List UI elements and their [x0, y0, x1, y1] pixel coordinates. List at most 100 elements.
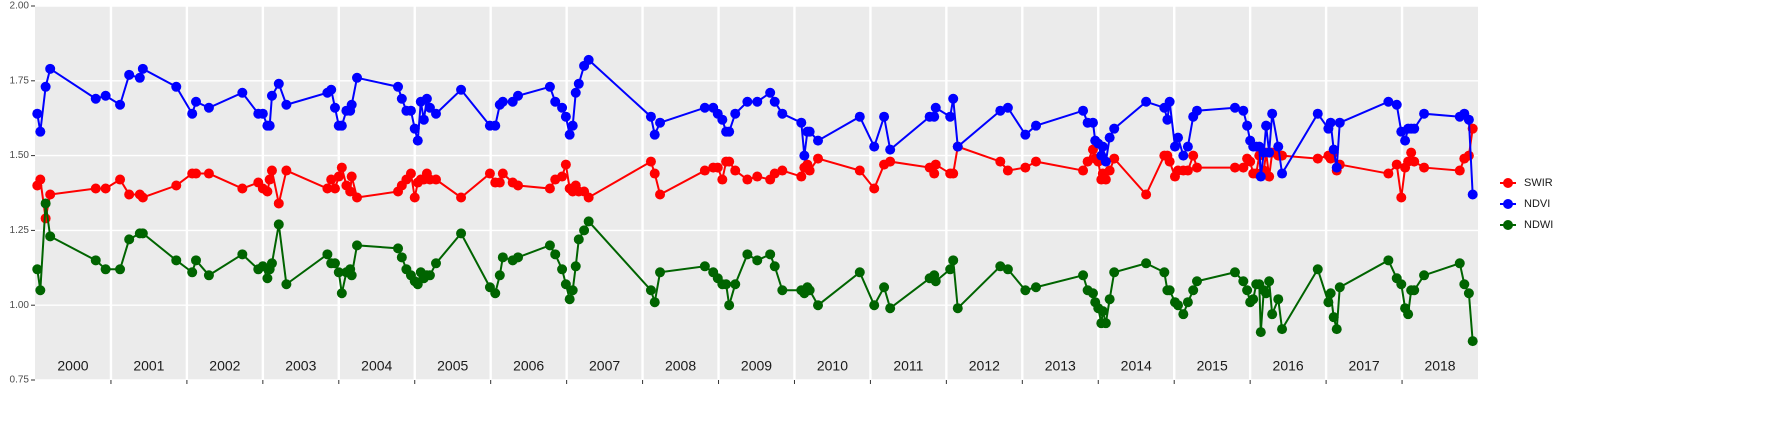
point: [769, 261, 780, 272]
point: [35, 285, 46, 296]
point: [1391, 159, 1402, 170]
y-tick-label: 1.25: [10, 225, 30, 236]
point: [1409, 285, 1420, 296]
point: [557, 264, 568, 275]
point: [456, 84, 467, 95]
point: [1383, 96, 1394, 107]
point: [90, 93, 101, 104]
point: [281, 99, 292, 110]
point: [187, 267, 198, 278]
point: [777, 285, 788, 296]
point: [550, 96, 561, 107]
point: [929, 168, 940, 179]
point: [191, 255, 202, 266]
x-tick-label: 2007: [589, 358, 620, 374]
point: [264, 174, 275, 185]
point: [1264, 147, 1275, 158]
point: [730, 279, 741, 290]
x-tick-label: 2005: [437, 358, 468, 374]
point: [995, 105, 1006, 116]
point: [171, 255, 182, 266]
legend-swatch: [1503, 199, 1513, 209]
point: [333, 171, 344, 182]
x-tick-label: 2018: [1424, 358, 1455, 374]
x-tick-label: 2003: [285, 358, 316, 374]
point: [393, 81, 404, 92]
point: [1273, 294, 1284, 305]
point: [930, 102, 941, 113]
point: [1396, 192, 1407, 203]
point: [273, 219, 284, 230]
point: [1082, 156, 1093, 167]
point: [405, 168, 416, 179]
point: [393, 243, 404, 254]
point: [655, 117, 666, 128]
legend-swatch: [1503, 178, 1513, 188]
point: [322, 249, 333, 260]
point: [1020, 129, 1031, 140]
point: [1383, 168, 1394, 179]
point: [124, 234, 135, 245]
point: [124, 189, 135, 200]
point: [573, 234, 584, 245]
x-tick-label: 2008: [665, 358, 696, 374]
point: [869, 183, 880, 194]
point: [418, 114, 429, 125]
point: [273, 198, 284, 209]
point: [1169, 141, 1180, 152]
point: [490, 288, 501, 299]
point: [1097, 306, 1108, 317]
point: [930, 159, 941, 170]
x-tick-label: 2009: [741, 358, 772, 374]
x-tick-label: 2017: [1349, 358, 1380, 374]
point: [1182, 141, 1193, 152]
point: [1162, 114, 1173, 125]
point: [721, 279, 732, 290]
point: [649, 129, 660, 140]
point: [266, 258, 277, 269]
point: [1403, 309, 1414, 320]
x-tick-label: 2004: [361, 358, 392, 374]
point: [203, 270, 214, 281]
point: [765, 87, 776, 98]
point: [352, 192, 363, 203]
point: [45, 231, 56, 242]
point: [1191, 162, 1202, 173]
point: [929, 111, 940, 122]
point: [564, 129, 575, 140]
point: [346, 270, 357, 281]
point: [1178, 150, 1189, 161]
point: [1087, 117, 1098, 128]
point: [1141, 96, 1152, 107]
point: [191, 168, 202, 179]
point: [431, 108, 442, 119]
point: [579, 225, 590, 236]
point: [203, 102, 214, 113]
point: [266, 90, 277, 101]
point: [171, 180, 182, 191]
x-tick-label: 2016: [1273, 358, 1304, 374]
point: [100, 90, 111, 101]
point: [1104, 165, 1115, 176]
point: [645, 285, 656, 296]
point: [1238, 105, 1249, 116]
point: [35, 126, 46, 137]
point: [336, 162, 347, 173]
point: [813, 135, 824, 146]
point: [699, 102, 710, 113]
point: [257, 108, 268, 119]
point: [560, 159, 571, 170]
point: [557, 171, 568, 182]
point: [1100, 174, 1111, 185]
point: [90, 183, 101, 194]
point: [1229, 267, 1240, 278]
point: [742, 96, 753, 107]
point: [203, 168, 214, 179]
point: [583, 216, 594, 227]
point: [1238, 162, 1249, 173]
point: [1328, 312, 1339, 323]
point: [1331, 324, 1342, 335]
point: [237, 249, 248, 260]
point: [497, 168, 508, 179]
point: [879, 111, 890, 122]
